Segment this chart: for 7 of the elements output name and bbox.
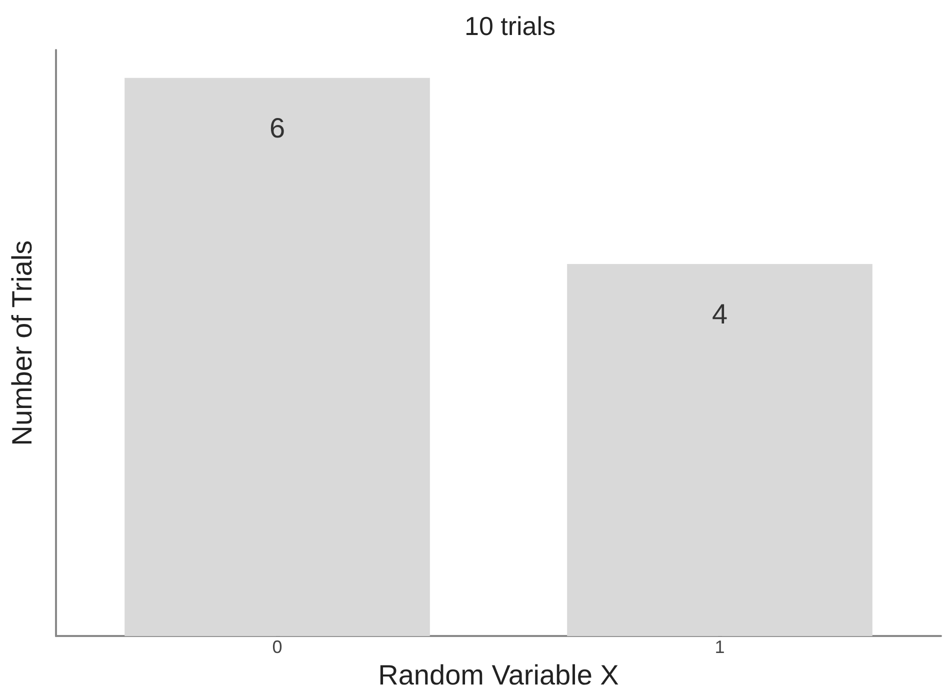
x-tick-label: 0 <box>272 637 282 658</box>
y-axis-title: Number of Trials <box>6 240 38 446</box>
chart-title: 10 trials <box>464 11 556 41</box>
x-axis-title: Random Variable X <box>378 660 620 690</box>
data-label: 4 <box>712 298 728 330</box>
data-label: 6 <box>269 112 286 144</box>
x-tick-label: 1 <box>714 637 725 658</box>
